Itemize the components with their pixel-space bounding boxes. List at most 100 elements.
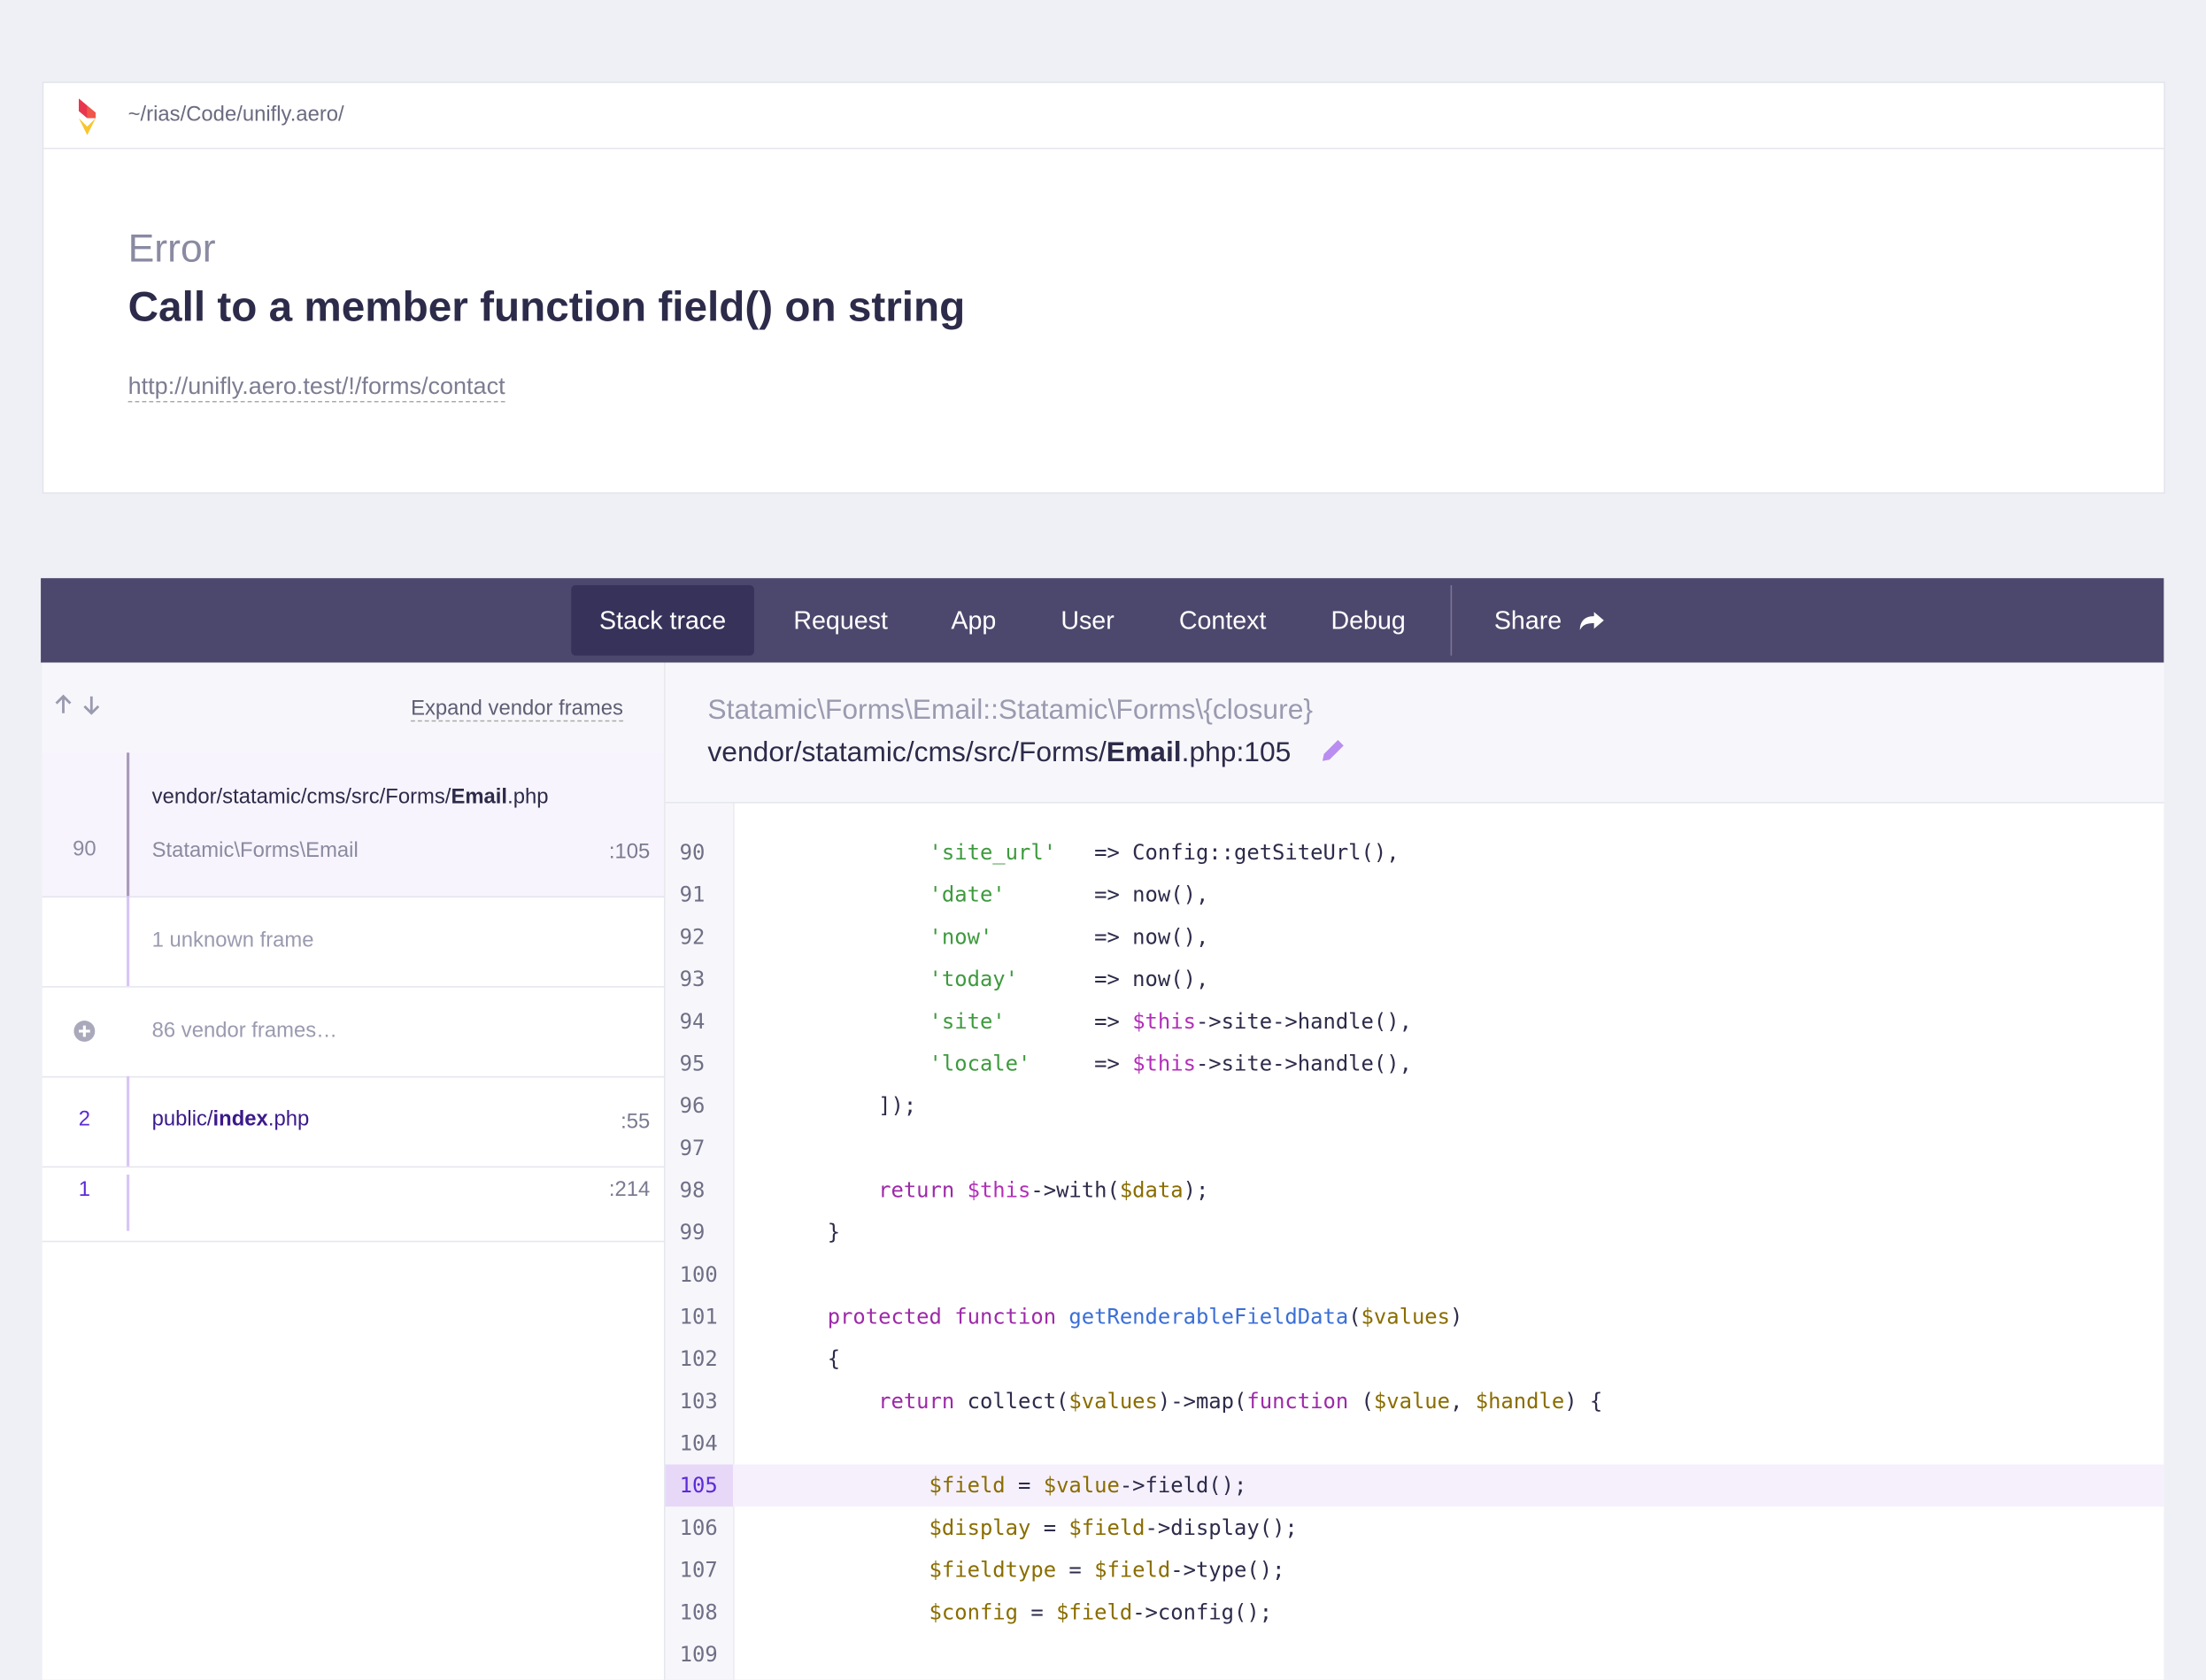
code-token: $display (929, 1514, 1031, 1541)
code-token: = (1005, 1472, 1044, 1499)
file-dir: vendor/statamic/cms/src/Forms/ (151, 784, 451, 809)
nav-arrows[interactable] (53, 694, 104, 716)
code-token: )->map( (1157, 1388, 1247, 1414)
code-token: => (1005, 1008, 1133, 1035)
line-number: 107 (665, 1548, 734, 1591)
code-text: 'site_url' => Config::getSiteUrl(), (776, 831, 1400, 874)
tab[interactable]: App (951, 605, 997, 635)
code-token (776, 1389, 878, 1414)
code-token (776, 924, 929, 950)
code-token: $data (1119, 1177, 1184, 1203)
code-token: ) (1450, 1304, 1463, 1329)
file-dir: vendor/statamic/cms/src/Forms/ (707, 736, 1107, 768)
code-text: 'locale' => $this->site->handle(), (776, 1043, 1412, 1085)
code-line: 108 $config = $field->config(); (665, 1591, 2164, 1634)
code-token: { (776, 1345, 841, 1372)
code-token: ->site->handle(), (1195, 1051, 1412, 1076)
code-text: } (776, 1211, 840, 1253)
tab[interactable]: Share (1466, 585, 1632, 655)
stack-frame[interactable]: 1 :214 (42, 1167, 665, 1243)
tab[interactable]: Context (1178, 605, 1267, 635)
code-line: 109 (665, 1633, 2164, 1676)
frame-line: :214 (608, 1177, 651, 1202)
stack-frame[interactable]: 1 unknown frame (42, 896, 665, 988)
code-token (776, 1051, 929, 1076)
error-url[interactable]: http://unifly.aero.test/!/forms/contact (127, 373, 505, 403)
frame-file: public/index.php (152, 1107, 310, 1131)
code-token: ->site->handle(), (1195, 1008, 1412, 1035)
stack-frame[interactable]: 90:105 vendor/statamic/cms/src/Forms/Emai… (42, 752, 665, 898)
error-message: Call to a member function field() on str… (127, 284, 966, 331)
code-token: 'now' (929, 924, 993, 950)
tab[interactable]: User (1061, 605, 1115, 635)
code-token: ->display(); (1145, 1514, 1298, 1541)
stack-frame[interactable]: 2:55 public/index.php (42, 1075, 665, 1168)
code-token: ->field(); (1119, 1472, 1247, 1499)
frame-file: vendor/statamic/cms/src/Forms/Email.php:… (707, 737, 1291, 770)
code-text: 'site' => $this->site->handle(), (776, 1000, 1412, 1043)
frame-number: 1 (78, 1177, 90, 1202)
code-token: } (776, 1219, 841, 1245)
code-text: 'today' => now(), (776, 958, 1209, 1000)
code-token: ( (1348, 1304, 1361, 1329)
code-token: return (878, 1388, 955, 1414)
code-token: ) { (1564, 1388, 1603, 1414)
code-line: 92 'now' => now(), (665, 915, 2164, 959)
code-token: $this (1132, 1008, 1196, 1035)
code-token: $fieldtype (929, 1557, 1057, 1583)
line-number: 100 (665, 1253, 734, 1296)
line-number: 109 (665, 1633, 734, 1676)
code-view: 90 'site_url' => Config::getSiteUrl(), 91… (665, 803, 2164, 1680)
expand-vendor[interactable]: Expand vendor frames (411, 696, 623, 722)
code-line: 103 return collect($values)->map(functio… (665, 1380, 2164, 1422)
code-token: => now(), (992, 924, 1209, 950)
frame-bar (127, 1075, 130, 1167)
tab[interactable]: Request (793, 605, 888, 635)
code-token: $this (1132, 1051, 1196, 1076)
code-token: collect( (954, 1388, 1069, 1414)
line-number: 92 (665, 915, 734, 959)
file-name: Email (451, 784, 508, 809)
code-token: => now(), (1005, 882, 1209, 908)
stack-frame[interactable]: 86 vendor frames… (42, 986, 665, 1078)
code-token: $config (929, 1599, 1019, 1625)
tab[interactable]: Stack trace (571, 585, 754, 656)
code-token: => Config::getSiteUrl(), (1056, 839, 1400, 866)
code-token: $values (1361, 1304, 1451, 1329)
error-card: ~/rias/Code/unifly.aero/ Error Call to a… (42, 81, 2165, 494)
code-token: ->config(); (1132, 1599, 1273, 1625)
code-token: $value (1043, 1472, 1120, 1499)
edit-icon[interactable] (1318, 737, 1346, 766)
frame-file: vendor/statamic/cms/src/Forms/Email.php (152, 785, 549, 809)
tab[interactable]: Debug (1331, 605, 1406, 635)
line-number: 95 (665, 1042, 734, 1085)
tab-bar: Stack trace Request App User Context Debug Sha… (41, 578, 2164, 663)
code-text: protected function getRenderableFieldDat… (776, 1296, 1463, 1338)
code-token (776, 840, 929, 866)
code-text: ]); (776, 1084, 916, 1127)
line-number: 96 (665, 1084, 734, 1128)
code-token: 'date' (929, 882, 1006, 908)
code-token: $field (1094, 1557, 1171, 1583)
share-icon (1578, 585, 1607, 655)
code-line: 96 ]); (665, 1084, 2164, 1128)
line-number: 97 (665, 1127, 734, 1169)
card-header (43, 83, 2164, 150)
code-text: $field = $value->field(); (776, 1464, 1247, 1507)
code-token (776, 1557, 929, 1583)
line-number: 99 (665, 1211, 734, 1254)
code-token (954, 1177, 967, 1203)
code-token: ]); (776, 1092, 917, 1119)
line-number: 94 (665, 999, 734, 1043)
line-number: 108 (665, 1591, 734, 1634)
frame-bar (127, 752, 130, 897)
code-token: 'site_url' (929, 839, 1057, 866)
file-ext: .php (267, 1106, 310, 1131)
code-token: function (1246, 1388, 1349, 1414)
code-text: $display = $field->display(); (776, 1507, 1298, 1549)
code-line: 107 $fieldtype = $field->type(); (665, 1548, 2164, 1591)
code-text: { (776, 1337, 840, 1380)
code-token: protected function (827, 1304, 1057, 1329)
code-token: ( (1348, 1388, 1374, 1414)
code-token: $this (967, 1177, 1031, 1203)
